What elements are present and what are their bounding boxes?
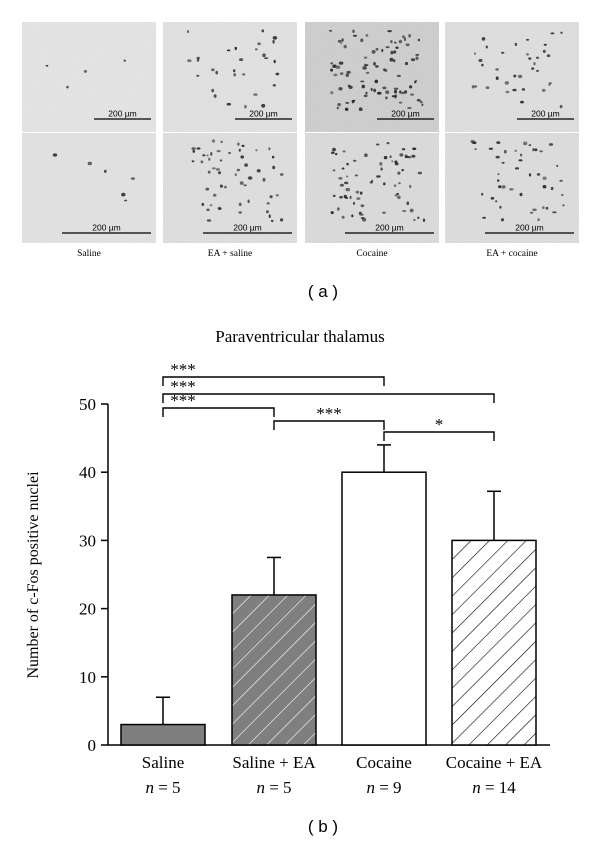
significance-bracket: *** [162,391,275,417]
significance-label: *** [170,360,196,379]
scale-bar-label: 200 µm [249,109,278,119]
micrograph-2-1: 200 µm [22,133,156,243]
x-category-label: Saline + EA [232,753,316,772]
y-tick-label: 50 [79,395,96,414]
bar-3 [341,444,427,746]
y-tick-label: 30 [79,531,96,550]
micrograph-1-2: 200 µm [163,22,297,132]
scale-bar-label: 200 µm [391,109,420,119]
significance-label: *** [316,404,342,423]
bar-chart: 0 10 20 30 40 50 Saline n = 5 Saline + EA n = 5 Co… [79,360,550,797]
x-category-label: Saline [142,753,185,772]
significance-label: *** [170,377,196,396]
sample-size-label: n = 14 [472,778,516,797]
micrograph-column-label: Saline [77,249,101,259]
micrograph-2-2: 200 µm [163,133,297,243]
y-tick-label: 20 [79,600,96,619]
micrograph-column-label: Cocaine [356,249,387,259]
bar-2 [231,556,317,746]
micrograph-1-4: 200 µm [445,22,579,132]
y-tick-label: 40 [79,463,96,482]
significance-bracket: *** [273,404,385,430]
sample-size-label: n = 5 [145,778,180,797]
scale-bar-label: 200 µm [515,223,544,233]
panel-b-label: ( b ) [308,817,338,836]
y-tick-label: 0 [88,736,97,755]
y-axis-label: Number of c-Fos positive nuclei [25,471,42,679]
micrograph-2-4: 200 µm [445,133,579,243]
micrograph-grid: 200 µm 200 µm 200 µm 200 µm 200 µm 200 µm 200 … [22,22,579,259]
significance-bracket: *** [162,377,495,403]
micrograph-column-label: EA + saline [208,249,252,259]
panel-a-label: ( a ) [308,282,338,301]
significance-label: * [435,415,444,434]
micrograph-1-1: 200 µm [22,22,156,132]
scale-bar-label: 200 µm [233,223,262,233]
bar-4 [451,490,537,746]
micrograph-2-3: 200 µm [305,133,439,243]
significance-label: *** [170,391,196,410]
x-category-label: Cocaine + EA [446,753,543,772]
y-tick-label: 10 [79,668,96,687]
micrograph-1-3: 200 µm [305,22,439,132]
scale-bar-label: 200 µm [531,109,560,119]
bar-1 [120,696,206,746]
scale-bar-label: 200 µm [108,109,137,119]
micrograph-column-label: EA + cocaine [486,249,537,259]
scale-bar-label: 200 µm [92,223,121,233]
significance-bracket: * [383,415,495,441]
scale-bar-label: 200 µm [375,223,404,233]
chart-title: Paraventricular thalamus [215,327,384,346]
significance-bracket: *** [162,360,385,386]
sample-size-label: n = 5 [256,778,291,797]
sample-size-label: n = 9 [366,778,401,797]
x-category-label: Cocaine [356,753,412,772]
